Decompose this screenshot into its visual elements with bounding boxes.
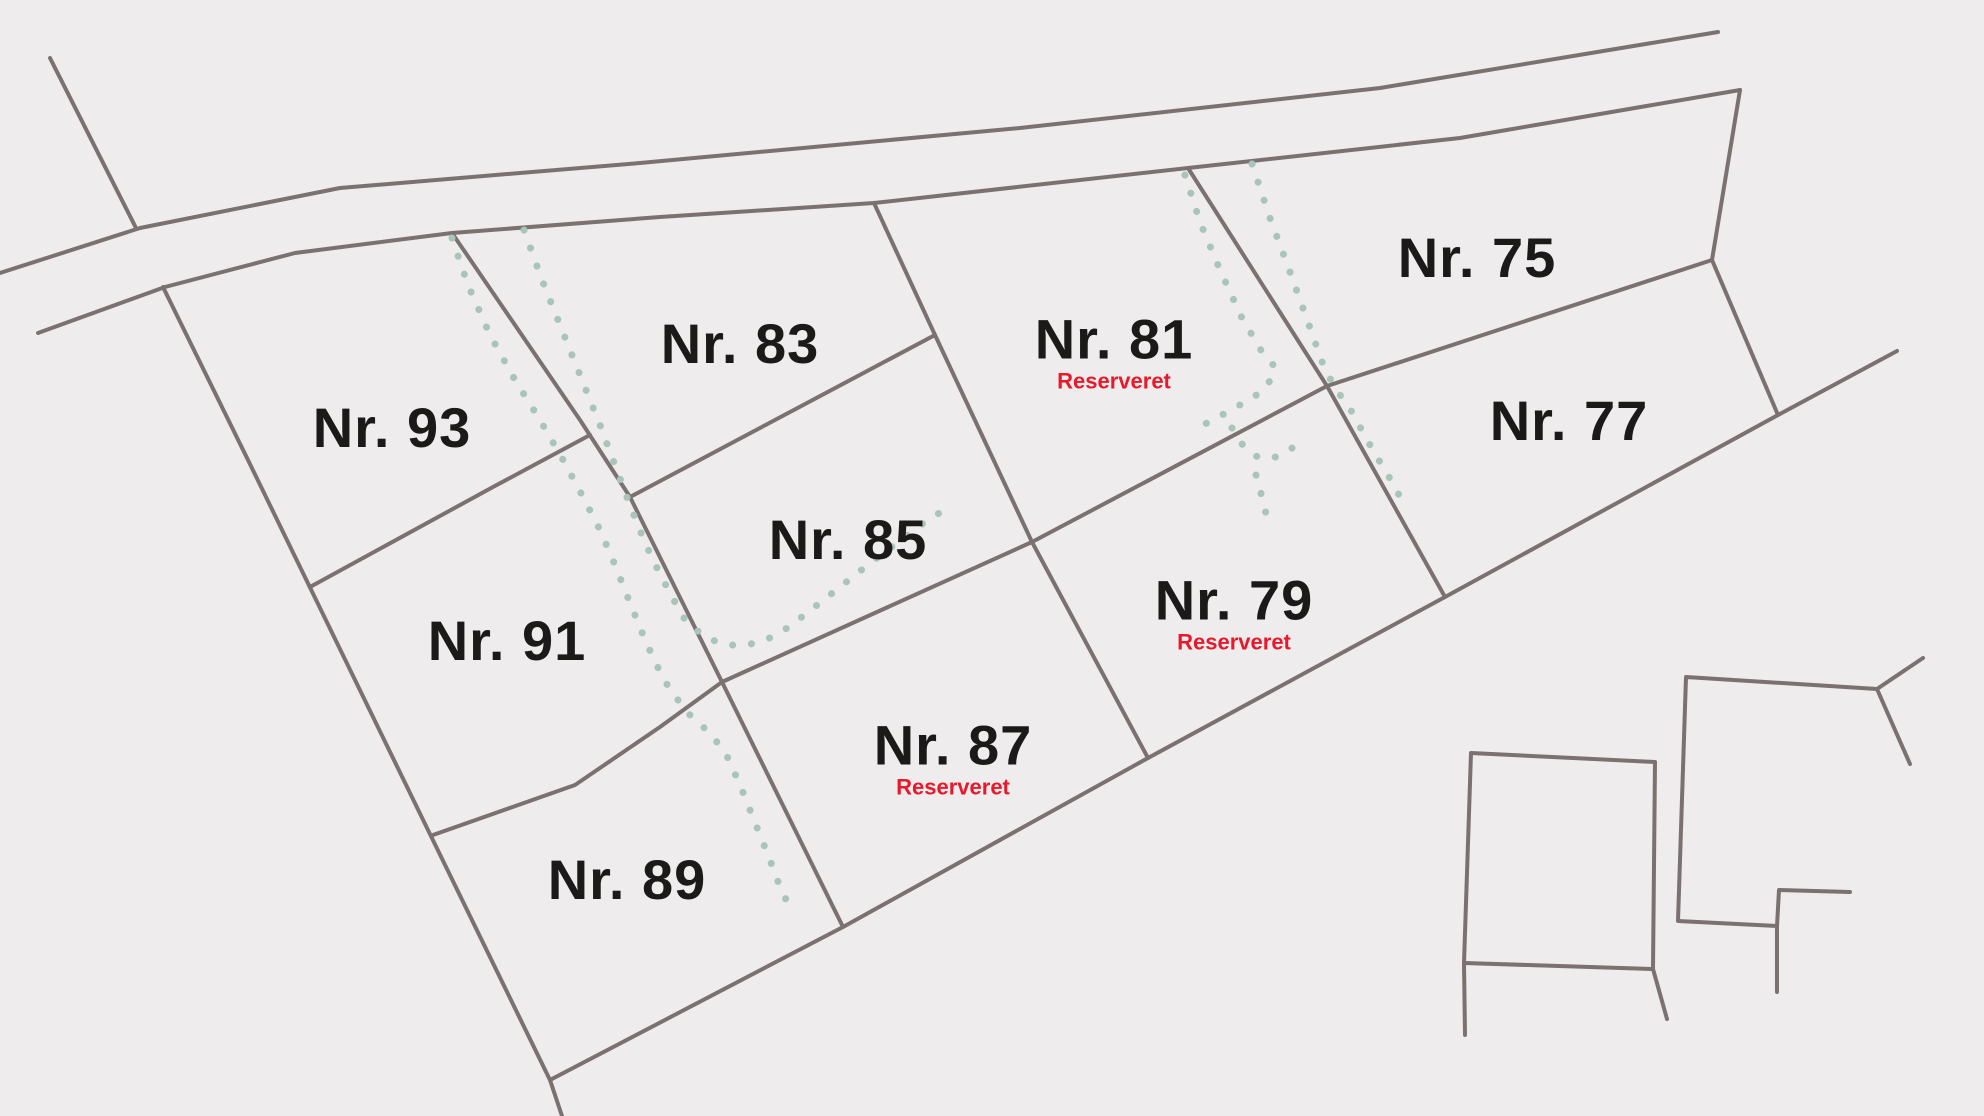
neighbor-parcel-right-outline	[1676, 656, 1925, 994]
footpath-right-curve	[1228, 424, 1307, 462]
plot-label-89[interactable]: Nr. 89	[548, 852, 707, 908]
east-boundary-line	[1710, 88, 1780, 417]
footpath-east-right-strand	[1248, 160, 1403, 499]
neighbor-parcel-left	[1462, 751, 1669, 1037]
divider-93-91	[308, 433, 592, 589]
divider-91-89	[431, 680, 724, 837]
plot-number: Nr. 83	[660, 312, 820, 375]
plot-label-93[interactable]: Nr. 93	[313, 400, 472, 456]
west-boundary-line	[161, 285, 564, 1116]
plot-status-badge: Reserveret	[896, 774, 1010, 800]
plot-label-83[interactable]: Nr. 83	[661, 316, 820, 372]
plot-number: Nr. 75	[1397, 226, 1557, 289]
plot-label-75[interactable]: Nr. 75	[1398, 230, 1557, 286]
neighbor-parcel-left-outline	[1462, 751, 1657, 1037]
plot-number: Nr. 85	[768, 508, 928, 571]
plot-status-badge: Reserveret	[1057, 368, 1171, 394]
plot-number: Nr. 91	[427, 609, 587, 672]
neighbor-parcel-left-tail	[1651, 967, 1669, 1021]
road-lower-edge	[36, 88, 1742, 335]
footpath-right-tail	[1252, 471, 1271, 522]
plot-number: Nr. 87	[873, 713, 1033, 777]
plot-number: Nr. 77	[1489, 389, 1649, 452]
plot-label-77[interactable]: Nr. 77	[1490, 393, 1649, 449]
road-upper-edge	[0, 30, 1720, 275]
plot-label-81[interactable]: Nr. 81 Reserveret	[1035, 311, 1194, 394]
plot-label-85[interactable]: Nr. 85	[769, 512, 928, 568]
divider-89-87	[720, 680, 845, 929]
footpath-north-right-strand	[1181, 171, 1280, 435]
divider-83-81-85-79	[872, 201, 1150, 760]
plot-number: Nr. 93	[312, 396, 472, 459]
neighbor-parcel-right-arm	[1875, 687, 1912, 766]
divider-93-83-column	[450, 231, 724, 684]
plot-label-79[interactable]: Nr. 79 Reserveret	[1155, 572, 1314, 655]
plot-number: Nr. 89	[547, 848, 707, 911]
neighbor-parcel-right	[1676, 656, 1925, 994]
divider-81-75-79-77	[1186, 166, 1447, 599]
divider-row-85-87-79-75-77	[720, 258, 1714, 684]
plot-label-91[interactable]: Nr. 91	[428, 613, 587, 669]
plot-number: Nr. 79	[1154, 568, 1314, 632]
plot-number: Nr. 81	[1034, 307, 1194, 371]
plot-label-87[interactable]: Nr. 87 Reserveret	[874, 717, 1033, 800]
plot-status-badge: Reserveret	[1177, 629, 1291, 655]
neighbor-parcel-right-notch	[1775, 888, 1852, 928]
south-boundary-line	[548, 349, 1899, 1082]
corner-boundary-line	[48, 56, 138, 230]
divider-83-85	[628, 333, 937, 499]
